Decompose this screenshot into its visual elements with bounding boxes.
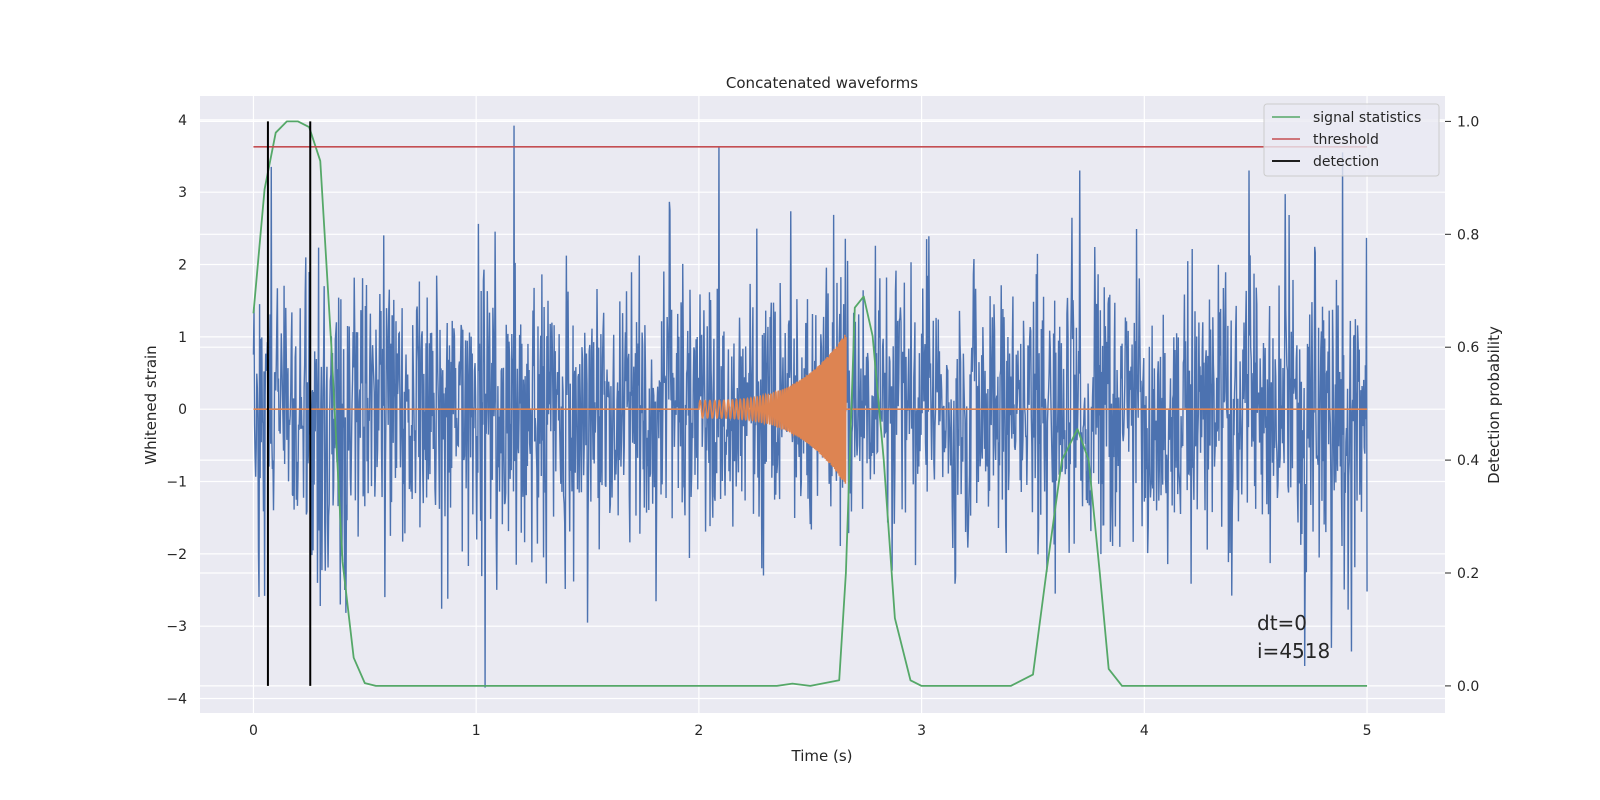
y2-axis-label: Detection probability xyxy=(1485,326,1503,484)
legend-label-signal-statistics: signal statistics xyxy=(1313,110,1421,126)
y2-tick-label: 0.4 xyxy=(1457,453,1479,469)
signal-statistics-line xyxy=(252,120,1368,687)
strain-noise-line xyxy=(252,125,1368,688)
x-tick-label: 0 xyxy=(249,723,258,739)
y-tick-label: 4 xyxy=(178,113,187,129)
y-tick-label: −1 xyxy=(166,475,187,491)
x-tick-label: 5 xyxy=(1363,723,1372,739)
y-tick-label: 0 xyxy=(178,402,187,418)
annotation-i: i=4518 xyxy=(1257,639,1330,663)
y2-tick-label: 0.6 xyxy=(1457,340,1479,356)
y-tick-label: 2 xyxy=(178,258,187,274)
x-tick-label: 3 xyxy=(917,723,926,739)
x-tick-label: 2 xyxy=(694,723,703,739)
y2-tick-label: 1.0 xyxy=(1457,114,1479,130)
y-axis-label: Whitened strain xyxy=(142,345,160,464)
x-axis-label: Time (s) xyxy=(791,747,853,765)
y-tick-label: 1 xyxy=(178,330,187,346)
chirp-waveform-line xyxy=(253,334,1368,484)
legend-label-threshold: threshold xyxy=(1313,132,1379,148)
data-layer xyxy=(252,120,1368,688)
y2-tick-label: 0.0 xyxy=(1457,679,1479,695)
chart-title: Concatenated waveforms xyxy=(726,74,918,92)
y-tick-label: −3 xyxy=(166,619,187,635)
annotation-dt: dt=0 xyxy=(1257,611,1307,635)
y-tick-label: 3 xyxy=(178,185,187,201)
ticks: 0 1 2 3 4 5 −4 −3 −2 −1 0 1 2 3 4 0.0 0.2 0.4 0.6 0.8 1.0 xyxy=(166,113,1479,739)
legend-box xyxy=(1263,103,1440,177)
y-tick-label: −2 xyxy=(166,547,187,563)
x-tick-label: 1 xyxy=(472,723,481,739)
y-tick-label: −4 xyxy=(166,692,187,708)
y2-tick-label: 0.2 xyxy=(1457,566,1479,582)
legend: signal statistics threshold detection xyxy=(1263,103,1440,177)
y2-tick-label: 0.8 xyxy=(1457,227,1479,243)
x-tick-label: 4 xyxy=(1140,723,1149,739)
legend-label-detection: detection xyxy=(1313,154,1379,170)
